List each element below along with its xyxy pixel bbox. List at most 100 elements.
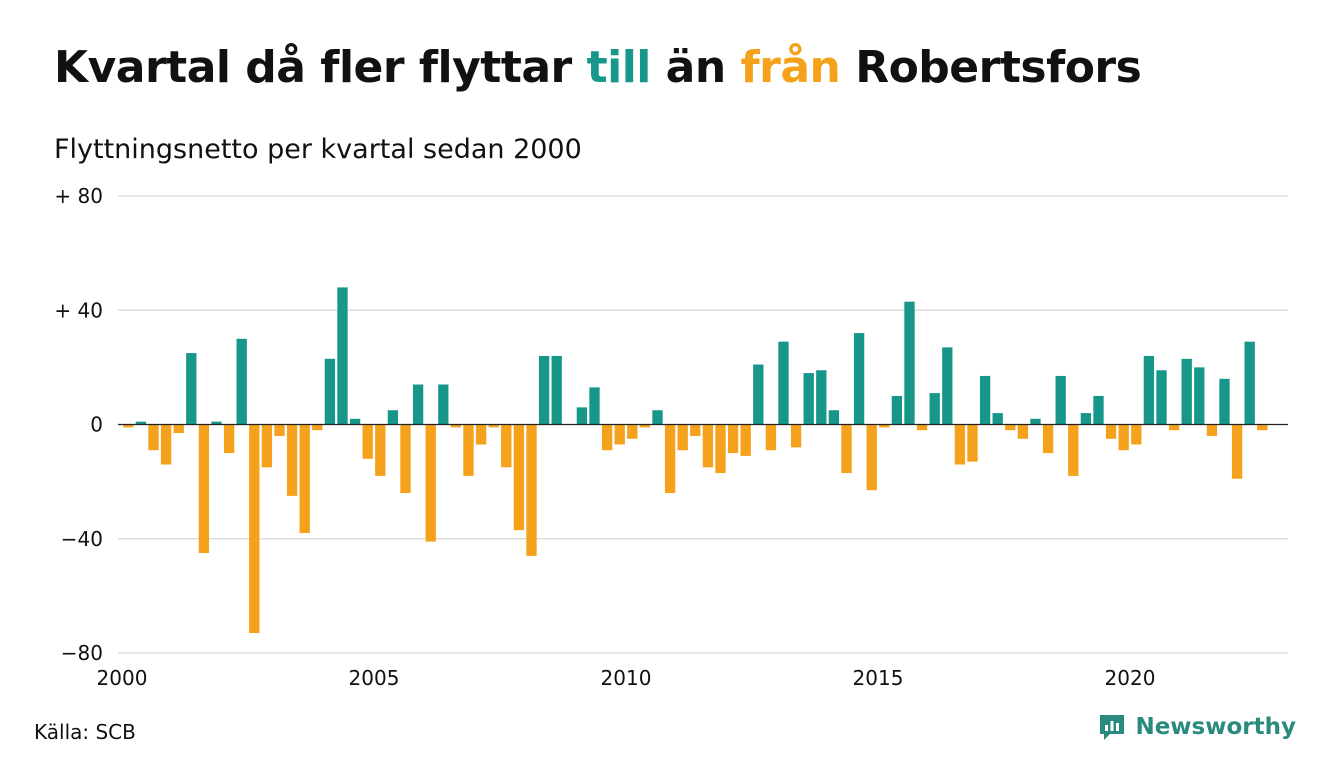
- data-bar: [1257, 424, 1268, 431]
- data-bar: [412, 384, 424, 425]
- data-bar: [501, 424, 512, 468]
- data-bar: [362, 424, 373, 459]
- data-bar: [715, 424, 726, 474]
- data-bar: [929, 393, 940, 425]
- data-bar: [853, 333, 865, 425]
- data-bar: [513, 424, 525, 531]
- data-bar: [286, 424, 298, 496]
- data-bar: [942, 347, 953, 425]
- title-fran-word: från: [740, 42, 841, 93]
- x-tick-label: 2000: [97, 666, 148, 690]
- x-tick-label: 2015: [853, 666, 904, 690]
- data-bar: [324, 358, 336, 425]
- data-bar: [299, 424, 310, 534]
- data-bar: [349, 418, 361, 425]
- title-part-3: Robertsfors: [840, 42, 1142, 93]
- data-bar: [1206, 424, 1218, 436]
- data-bar: [438, 384, 449, 425]
- title-till-word: till: [586, 42, 652, 93]
- data-bar: [879, 424, 890, 428]
- y-tick-label: 0: [90, 413, 103, 437]
- data-bar: [375, 424, 386, 476]
- data-bar: [1219, 378, 1230, 425]
- brand-name: Newsworthy: [1135, 714, 1296, 740]
- data-bar: [690, 424, 701, 436]
- data-bar: [1143, 355, 1155, 425]
- data-bar: [387, 410, 399, 425]
- data-bar: [589, 387, 600, 425]
- data-bar: [1030, 418, 1041, 425]
- data-bar: [1080, 413, 1092, 425]
- data-bar: [160, 424, 172, 465]
- x-tick-label: 2005: [349, 666, 400, 690]
- data-bar: [148, 424, 159, 451]
- data-bar: [1005, 424, 1016, 431]
- data-bar: [866, 424, 877, 491]
- data-bar: [1017, 424, 1029, 439]
- data-bar: [1105, 424, 1117, 439]
- newsworthy-logo-icon: [1100, 715, 1125, 740]
- data-bar: [261, 424, 273, 468]
- data-bar: [211, 421, 222, 425]
- data-bar: [1181, 358, 1192, 425]
- data-bar: [992, 413, 1003, 425]
- data-bar: [236, 338, 247, 425]
- data-bar: [753, 364, 764, 425]
- data-bar: [614, 424, 625, 445]
- data-bar: [425, 424, 436, 542]
- data-bar: [702, 424, 714, 468]
- data-bar: [488, 424, 499, 428]
- data-bar: [816, 370, 827, 425]
- data-bar: [740, 424, 751, 456]
- x-tick-label: 2010: [601, 666, 652, 690]
- data-bar: [1093, 395, 1104, 425]
- data-bar: [916, 424, 928, 431]
- title-part-1: Kvartal då fler flyttar: [54, 42, 587, 93]
- chart-title: Kvartal då fler flyttar till än från Rob…: [54, 42, 1142, 93]
- data-bar: [727, 424, 739, 454]
- data-bar: [312, 424, 323, 431]
- data-bar: [576, 407, 588, 425]
- data-bar: [1068, 424, 1079, 476]
- data-bar: [979, 375, 991, 425]
- data-bar: [337, 287, 348, 425]
- source-note: Källa: SCB: [34, 720, 136, 744]
- data-bar: [828, 410, 840, 425]
- x-tick-label: 2020: [1105, 666, 1156, 690]
- data-bar: [803, 373, 814, 425]
- data-bar: [841, 424, 852, 474]
- data-bar: [274, 424, 285, 436]
- data-bar: [1244, 341, 1255, 425]
- data-bar: [475, 424, 487, 445]
- data-bar: [664, 424, 676, 494]
- data-bar: [639, 424, 651, 428]
- data-bar: [463, 424, 474, 476]
- data-bar: [1131, 424, 1142, 445]
- data-bar: [400, 424, 411, 494]
- data-bar: [891, 395, 903, 425]
- chart-subtitle: Flyttningsnetto per kvartal sedan 2000: [54, 134, 582, 165]
- y-tick-label: −80: [61, 641, 103, 665]
- y-tick-label: −40: [61, 527, 103, 551]
- data-bar: [1231, 424, 1243, 479]
- data-bar: [652, 410, 663, 425]
- data-bar: [1118, 424, 1129, 451]
- data-bar: [790, 424, 802, 448]
- data-bar: [1042, 424, 1054, 454]
- brand-logo: Newsworthy: [1097, 712, 1296, 742]
- data-bar: [967, 424, 978, 462]
- y-tick-label: + 80: [54, 184, 103, 208]
- data-bar: [249, 424, 260, 634]
- data-bar: [173, 424, 184, 434]
- data-bar: [223, 424, 235, 454]
- data-bar: [778, 341, 789, 425]
- data-bar: [1168, 424, 1180, 431]
- data-bar: [186, 353, 197, 425]
- data-bar: [677, 424, 688, 451]
- data-bar: [904, 301, 915, 425]
- data-bar: [526, 424, 537, 556]
- data-bar: [198, 424, 210, 554]
- data-bar: [450, 424, 462, 428]
- y-tick-label: + 40: [54, 298, 103, 322]
